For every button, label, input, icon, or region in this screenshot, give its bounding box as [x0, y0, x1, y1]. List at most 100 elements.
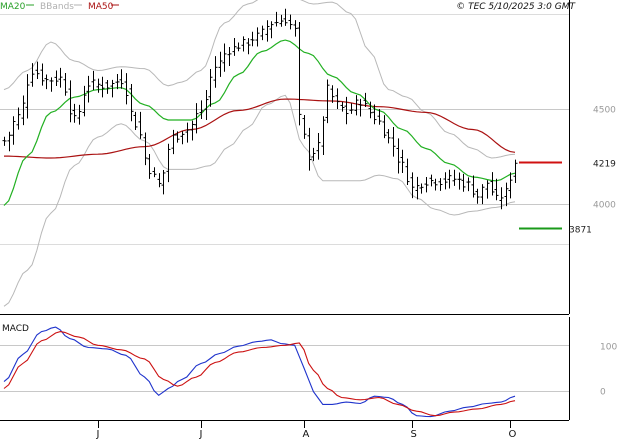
support-label: 3871	[569, 226, 592, 236]
price-bar	[232, 38, 237, 56]
price-bar	[54, 70, 59, 86]
price-bar	[386, 129, 391, 144]
price-bar	[25, 74, 30, 119]
y-tick-label: 4500	[593, 106, 616, 116]
price-bar	[133, 111, 138, 130]
ma20-series	[3, 39, 516, 206]
price-bar	[269, 21, 274, 39]
legend-bbands-label: BBands	[40, 2, 74, 12]
price-bar	[466, 177, 471, 192]
price-bar	[21, 95, 26, 126]
price-bar	[129, 84, 134, 122]
macd-panel-label: MACD	[2, 324, 29, 334]
price-bar	[152, 167, 157, 178]
price-bar	[227, 47, 232, 66]
price-bar	[157, 173, 162, 188]
price-bar	[213, 56, 218, 88]
price-bar	[2, 136, 7, 146]
price-levels: 4219 3871	[519, 160, 616, 236]
price-bar	[410, 172, 415, 199]
price-bar	[513, 159, 518, 183]
price-bar	[311, 147, 316, 162]
price-bar	[349, 103, 354, 114]
price-bar	[236, 42, 241, 52]
price-bars	[2, 8, 518, 210]
legend: MA20 BBands MA50 © TEC 5/10/2025 3:0 GMT	[0, 2, 577, 12]
price-bar	[354, 95, 359, 116]
price-bar	[302, 114, 307, 139]
price-bar	[485, 180, 490, 199]
price-bar	[208, 68, 213, 107]
price-bar	[68, 80, 73, 123]
price-bar	[471, 175, 476, 198]
price-bar	[424, 177, 429, 193]
price-bar	[443, 172, 448, 190]
price-bar	[82, 85, 87, 117]
price-bar	[115, 74, 120, 90]
price-bar	[35, 61, 40, 79]
price-bar	[405, 158, 410, 185]
price-bar	[283, 8, 288, 26]
price-bar	[325, 79, 330, 124]
price-bar	[255, 27, 260, 47]
price-bar	[391, 126, 396, 157]
price-bar	[7, 131, 12, 152]
price-bar	[438, 178, 443, 191]
price-bar	[297, 21, 302, 126]
price-bar	[166, 143, 171, 183]
price-bar	[494, 178, 499, 201]
price-bar	[344, 96, 349, 125]
price-bar	[222, 43, 227, 72]
price-bar	[419, 183, 424, 194]
ma50-line	[4, 98, 516, 159]
price-bar	[77, 104, 82, 125]
price-bar	[316, 132, 321, 160]
price-bar	[461, 173, 466, 192]
price-bar	[96, 78, 101, 93]
x-tick-label: J	[199, 429, 203, 440]
bollinger-bands	[3, 0, 516, 307]
signal-line	[3, 331, 516, 417]
price-bar	[180, 131, 185, 145]
price-bar	[138, 111, 143, 139]
price-bar	[58, 67, 63, 88]
price-bar	[194, 103, 199, 134]
price-bar	[475, 188, 480, 204]
price-bar	[504, 182, 509, 207]
price-bar	[175, 131, 180, 143]
x-tick-label: A	[303, 429, 310, 440]
price-bar	[288, 14, 293, 30]
copyright-text: © TEC 5/10/2025 3:0 GMT	[456, 2, 576, 12]
price-bar	[124, 73, 129, 105]
macd-y-tick-label: 0	[600, 388, 606, 398]
price-bar	[480, 184, 485, 205]
price-bar	[447, 169, 452, 189]
price-bar	[400, 149, 405, 173]
price-bar	[218, 51, 223, 77]
price-bar	[72, 103, 77, 123]
price-bar	[508, 172, 513, 199]
price-bar	[396, 138, 401, 174]
price-bar	[372, 104, 377, 125]
price-bar	[185, 122, 190, 143]
price-bar	[190, 120, 195, 141]
price-bar	[335, 88, 340, 110]
price-bar	[330, 85, 335, 103]
price-bar	[368, 101, 373, 119]
price-bar	[363, 92, 368, 107]
macd-y-tick-label: 100	[600, 342, 617, 352]
price-bar	[279, 14, 284, 27]
macd-line	[3, 326, 516, 418]
price-bar	[433, 178, 438, 191]
legend-ma20-label: MA20	[0, 2, 26, 12]
price-bar	[171, 129, 176, 155]
resistance-label: 4219	[593, 160, 616, 170]
price-bar	[44, 74, 49, 90]
price-bar	[40, 63, 45, 86]
price-bar	[377, 109, 382, 125]
ma50-series	[4, 98, 516, 159]
price-bar	[429, 174, 434, 187]
price-bar	[250, 31, 255, 47]
